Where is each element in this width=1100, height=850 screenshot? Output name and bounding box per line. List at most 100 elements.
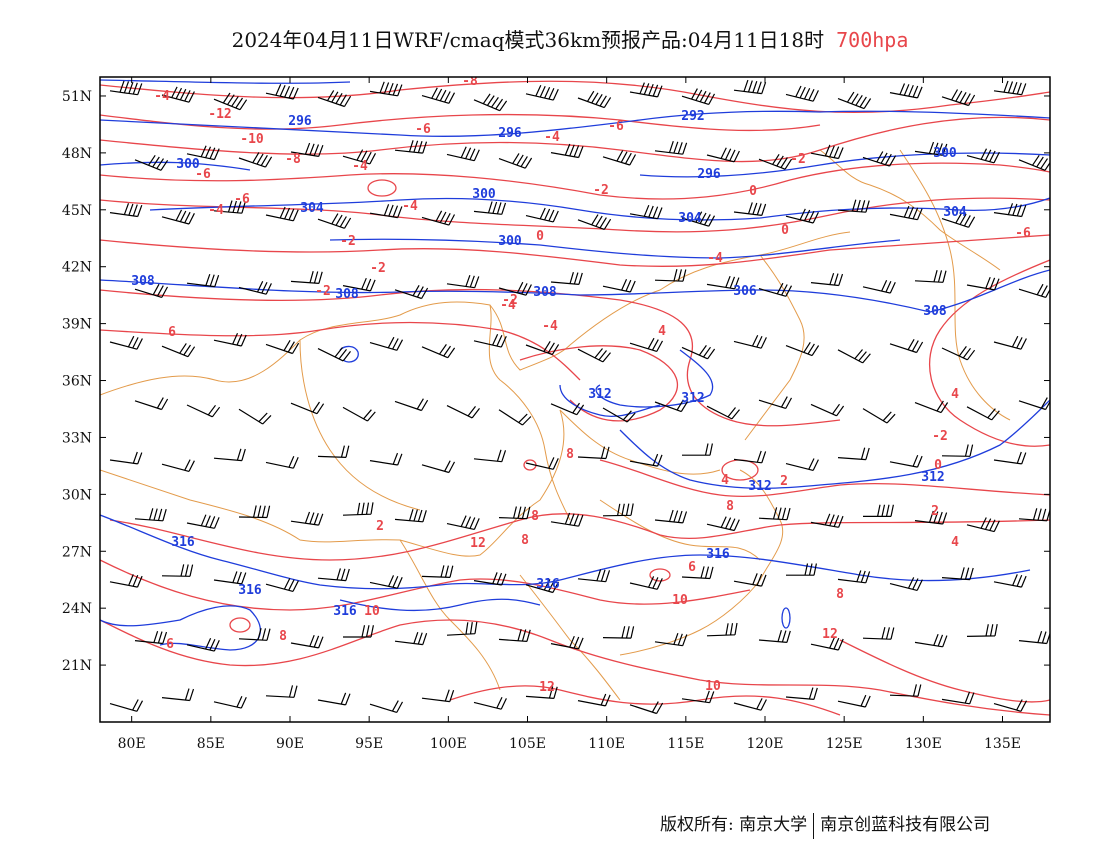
lat-tick-label: 27N xyxy=(62,544,92,560)
geopotential-label: 296 xyxy=(697,167,721,182)
lon-tick-label: 125E xyxy=(826,736,863,752)
temperature-label: 4 xyxy=(951,387,959,402)
wind-barb xyxy=(654,141,688,155)
geopotential-line xyxy=(149,197,1050,221)
wind-barb xyxy=(550,143,584,159)
wind-barb xyxy=(706,275,740,290)
wind-barb xyxy=(498,506,531,520)
wind-barb xyxy=(758,630,791,643)
wind-barb xyxy=(525,84,559,101)
wind-barb xyxy=(837,694,871,708)
wind-barb xyxy=(993,451,1027,465)
temperature-label: -4 xyxy=(208,203,224,218)
wind-barb xyxy=(265,206,299,222)
wind-barb xyxy=(290,271,323,284)
temperature-label: -2 xyxy=(370,261,386,276)
wind-barb xyxy=(810,636,844,651)
temperature-label: -6 xyxy=(608,119,624,134)
wind-barb xyxy=(577,446,610,460)
geopotential-label: 312 xyxy=(681,391,704,406)
temperature-label: -4 xyxy=(707,251,723,266)
temperature-label: 10 xyxy=(364,604,380,619)
wind-barb xyxy=(161,564,194,577)
wind-barb xyxy=(837,349,871,364)
wind-barb xyxy=(369,575,403,589)
wind-barb xyxy=(810,513,844,528)
wind-barb xyxy=(186,637,220,652)
wind-barb xyxy=(966,276,1000,291)
wind-barb xyxy=(837,570,871,584)
lat-tick-label: 24N xyxy=(62,601,92,617)
contour-labels: 296 296 292 300 296 300 304 300 304 300 304 308 308 3… xyxy=(131,74,1031,695)
wind-barb xyxy=(941,89,976,107)
wind-barb xyxy=(966,623,998,637)
geopotential-label: 296 xyxy=(498,126,522,141)
temperature-label: 8 xyxy=(531,509,539,524)
wind-barb xyxy=(785,458,819,471)
wind-barb xyxy=(473,201,507,215)
geopotential-label: 308 xyxy=(923,304,947,319)
wind-barb xyxy=(837,447,870,461)
wind-barb xyxy=(109,80,143,96)
temperature-label: -8 xyxy=(462,74,478,89)
geopotential-line xyxy=(595,349,714,408)
wind-barb xyxy=(473,449,507,463)
wind-barb xyxy=(265,456,299,469)
wind-barb xyxy=(862,408,896,424)
wind-barb xyxy=(498,153,533,169)
temperature-label: -4 xyxy=(542,319,558,334)
geopotential-line xyxy=(100,161,251,171)
wind-barb xyxy=(446,621,478,636)
wind-barb xyxy=(1018,154,1050,171)
isotherm xyxy=(599,459,1050,497)
wind-barb xyxy=(941,567,974,581)
wind-barb xyxy=(577,90,612,109)
wind-barb xyxy=(550,512,584,527)
wind-barb xyxy=(317,347,351,362)
temperature-label: 6 xyxy=(168,325,176,340)
wind-barb xyxy=(109,203,143,218)
geopotential-line xyxy=(559,384,661,417)
isotherm-loop xyxy=(367,179,397,197)
border-line xyxy=(744,254,805,441)
wind-barb xyxy=(681,345,716,360)
wind-barb xyxy=(889,577,923,591)
wind-barb xyxy=(421,689,455,703)
wind-barb xyxy=(862,151,897,167)
temperature-label: -8 xyxy=(285,152,301,167)
wind-barb xyxy=(473,93,508,112)
temperature-label: 4 xyxy=(721,473,729,488)
wind-barb xyxy=(993,80,1027,96)
wind-barb xyxy=(525,579,560,594)
wind-barb xyxy=(577,569,611,583)
wind-barb xyxy=(758,282,793,297)
border-line xyxy=(100,231,851,396)
border-line xyxy=(488,304,571,521)
wind-barb xyxy=(993,203,1027,218)
geopotential-label: 304 xyxy=(678,211,702,226)
wind-barb xyxy=(810,273,844,287)
wind-barb xyxy=(498,281,532,296)
wind-barb xyxy=(109,574,143,588)
temperature-label: 4 xyxy=(951,535,959,550)
wind-barb xyxy=(733,334,767,349)
temperature-label: 8 xyxy=(279,629,287,644)
temperature-label: -4 xyxy=(402,199,418,214)
lat-tick-label: 30N xyxy=(62,487,92,503)
wind-barb xyxy=(550,635,584,650)
geopotential-line xyxy=(339,598,541,612)
geopotential-label: 300 xyxy=(176,157,200,172)
wind-barb xyxy=(134,397,169,411)
wind-barb xyxy=(342,502,374,516)
isotherm xyxy=(100,197,1050,233)
chart-title: 2024年04月11日WRF/cmaq模式36km预报产品:04月11日18时 7… xyxy=(0,24,1100,53)
wind-barb xyxy=(186,404,221,418)
wind-barb xyxy=(785,687,818,700)
temperature-label: -2 xyxy=(315,284,331,299)
wind-barb xyxy=(317,692,351,706)
wind-barb xyxy=(733,202,767,216)
lon-tick-label: 100E xyxy=(430,736,467,752)
wind-barb xyxy=(134,283,169,298)
lat-tick-label: 45N xyxy=(62,203,92,219)
